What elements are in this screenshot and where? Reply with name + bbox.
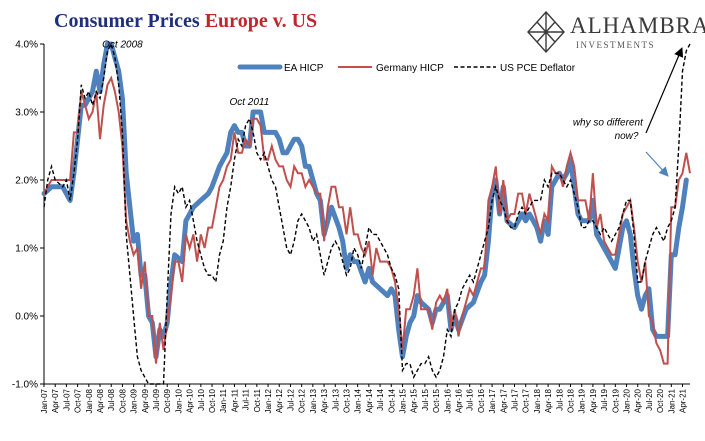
annotation-label: now?: [615, 131, 639, 142]
annotation-label: Oct 2011: [229, 97, 269, 108]
diamond-logo-icon: [527, 10, 565, 54]
x-tick-label: Apr-07: [51, 388, 60, 413]
y-tick-label: -1.0%: [12, 380, 38, 391]
x-tick-label: Jul-10: [197, 388, 206, 410]
x-tick-label: Jan-10: [174, 388, 183, 413]
x-tick-label: Jan-18: [533, 388, 542, 413]
y-tick-label: 3.0%: [15, 108, 38, 119]
x-tick-label: Jul-07: [62, 388, 71, 410]
x-tick-label: Jul-17: [510, 388, 519, 410]
legend-label: US PCE Deflator: [500, 63, 576, 74]
series-layer: [41, 41, 691, 385]
y-tick-label: 4.0%: [15, 40, 38, 51]
x-tick-label: Apr-16: [454, 388, 463, 413]
x-tick-label: Jul-11: [242, 388, 251, 410]
x-tick-label: Jul-14: [376, 388, 385, 410]
x-tick-label: Jan-11: [219, 388, 228, 412]
y-tick-label: 0.0%: [15, 312, 38, 323]
x-tick-label: Jan-09: [130, 388, 139, 413]
x-tick-label: Oct-07: [74, 388, 83, 413]
x-tick-label: Jan-14: [354, 388, 363, 413]
annotation-label: why so different: [573, 118, 644, 129]
x-tick-label: Oct-11: [253, 388, 262, 412]
x-tick-label: Jan-21: [667, 388, 676, 413]
x-tick-label: Apr-21: [679, 388, 688, 413]
x-tick-label: Jan-19: [578, 388, 587, 413]
x-tick-label: Oct-08: [118, 388, 127, 413]
y-tick-label: 1.0%: [15, 244, 38, 255]
x-tick-label: Apr-19: [589, 388, 598, 413]
x-tick-label: Apr-17: [499, 388, 508, 413]
x-tick-label: Jul-15: [421, 388, 430, 410]
x-tick-label: Apr-08: [96, 388, 105, 413]
x-tick-label: Oct-20: [656, 388, 665, 413]
legend: EA HICP Germany HICP US PCE Deflator: [237, 63, 576, 74]
x-tick-label: Oct-18: [567, 388, 576, 413]
x-tick-label: Jul-13: [331, 388, 340, 410]
x-tick-label: Apr-15: [410, 388, 419, 413]
x-tick-label: Apr-13: [320, 388, 329, 413]
x-tick-label: Oct-14: [387, 388, 396, 413]
x-tick-label: Oct-17: [522, 388, 531, 413]
x-tick-label: Oct-19: [611, 388, 620, 413]
annotation-arrow-up: [645, 47, 684, 134]
x-tick-label: Oct-09: [163, 388, 172, 413]
x-tick-label: Apr-09: [141, 388, 150, 413]
x-tick-label: Jan-15: [398, 388, 407, 413]
x-tick-label: Jan-07: [40, 388, 49, 413]
x-tick-label: Apr-12: [275, 388, 284, 413]
x-tick-label: Oct-12: [298, 388, 307, 413]
x-tick-label: Jan-08: [85, 388, 94, 413]
title-part-2: Europe v. US: [204, 10, 318, 32]
x-tick-label: Jul-12: [286, 388, 295, 410]
series-line-us-pce-deflator: [43, 42, 691, 385]
x-tick-label: Apr-14: [365, 388, 374, 413]
title-part-1: Consumer Prices: [54, 10, 205, 32]
x-tick-label: Apr-10: [186, 388, 195, 413]
x-tick-label: Oct-13: [342, 388, 351, 413]
x-tick-label: Jan-20: [623, 388, 632, 413]
logo-name: ALHAMBRA: [570, 13, 705, 38]
y-tick-label: 2.0%: [15, 176, 38, 187]
x-tick-label: Jul-08: [107, 388, 116, 410]
x-tick-label: Jul-19: [600, 388, 609, 410]
company-logo: ALHAMBRA INVESTMENTS: [526, 10, 705, 54]
annotation-arrow-down: [645, 151, 669, 177]
x-tick-label: Jul-18: [555, 388, 564, 410]
x-tick-label: Jan-16: [443, 388, 452, 413]
series-line-germany-hicp: [43, 75, 691, 365]
legend-label: EA HICP: [284, 63, 324, 74]
x-tick-label: Jan-13: [309, 388, 318, 413]
x-tick-label: Oct-16: [477, 388, 486, 413]
x-tick-label: Jul-09: [152, 388, 161, 410]
x-tick-label: Jul-20: [645, 388, 654, 410]
x-tick-label: Oct-10: [208, 388, 217, 413]
x-tick-label: Apr-11: [230, 388, 239, 412]
legend-label: Germany HICP: [376, 63, 444, 74]
x-tick-label: Jan-12: [264, 388, 273, 413]
annotation-label: Oct 2008: [102, 39, 143, 50]
logo-subtitle: INVESTMENTS: [576, 40, 655, 50]
x-tick-label: Apr-18: [544, 388, 553, 413]
x-tick-label: Oct-15: [432, 388, 441, 413]
x-tick-label: Apr-20: [634, 388, 643, 413]
x-tick-label: Jul-16: [466, 388, 475, 410]
x-axis: Jan-07 Apr-07 Jul-07 Oct-07 Jan-08 Apr-08 Jul-…: [40, 384, 688, 413]
annotation-layer: Oct 2008 Oct 2011 why so different now?: [102, 39, 684, 177]
page-title: Consumer Prices Europe v. US: [54, 10, 317, 33]
x-tick-label: Jan-17: [488, 388, 497, 413]
